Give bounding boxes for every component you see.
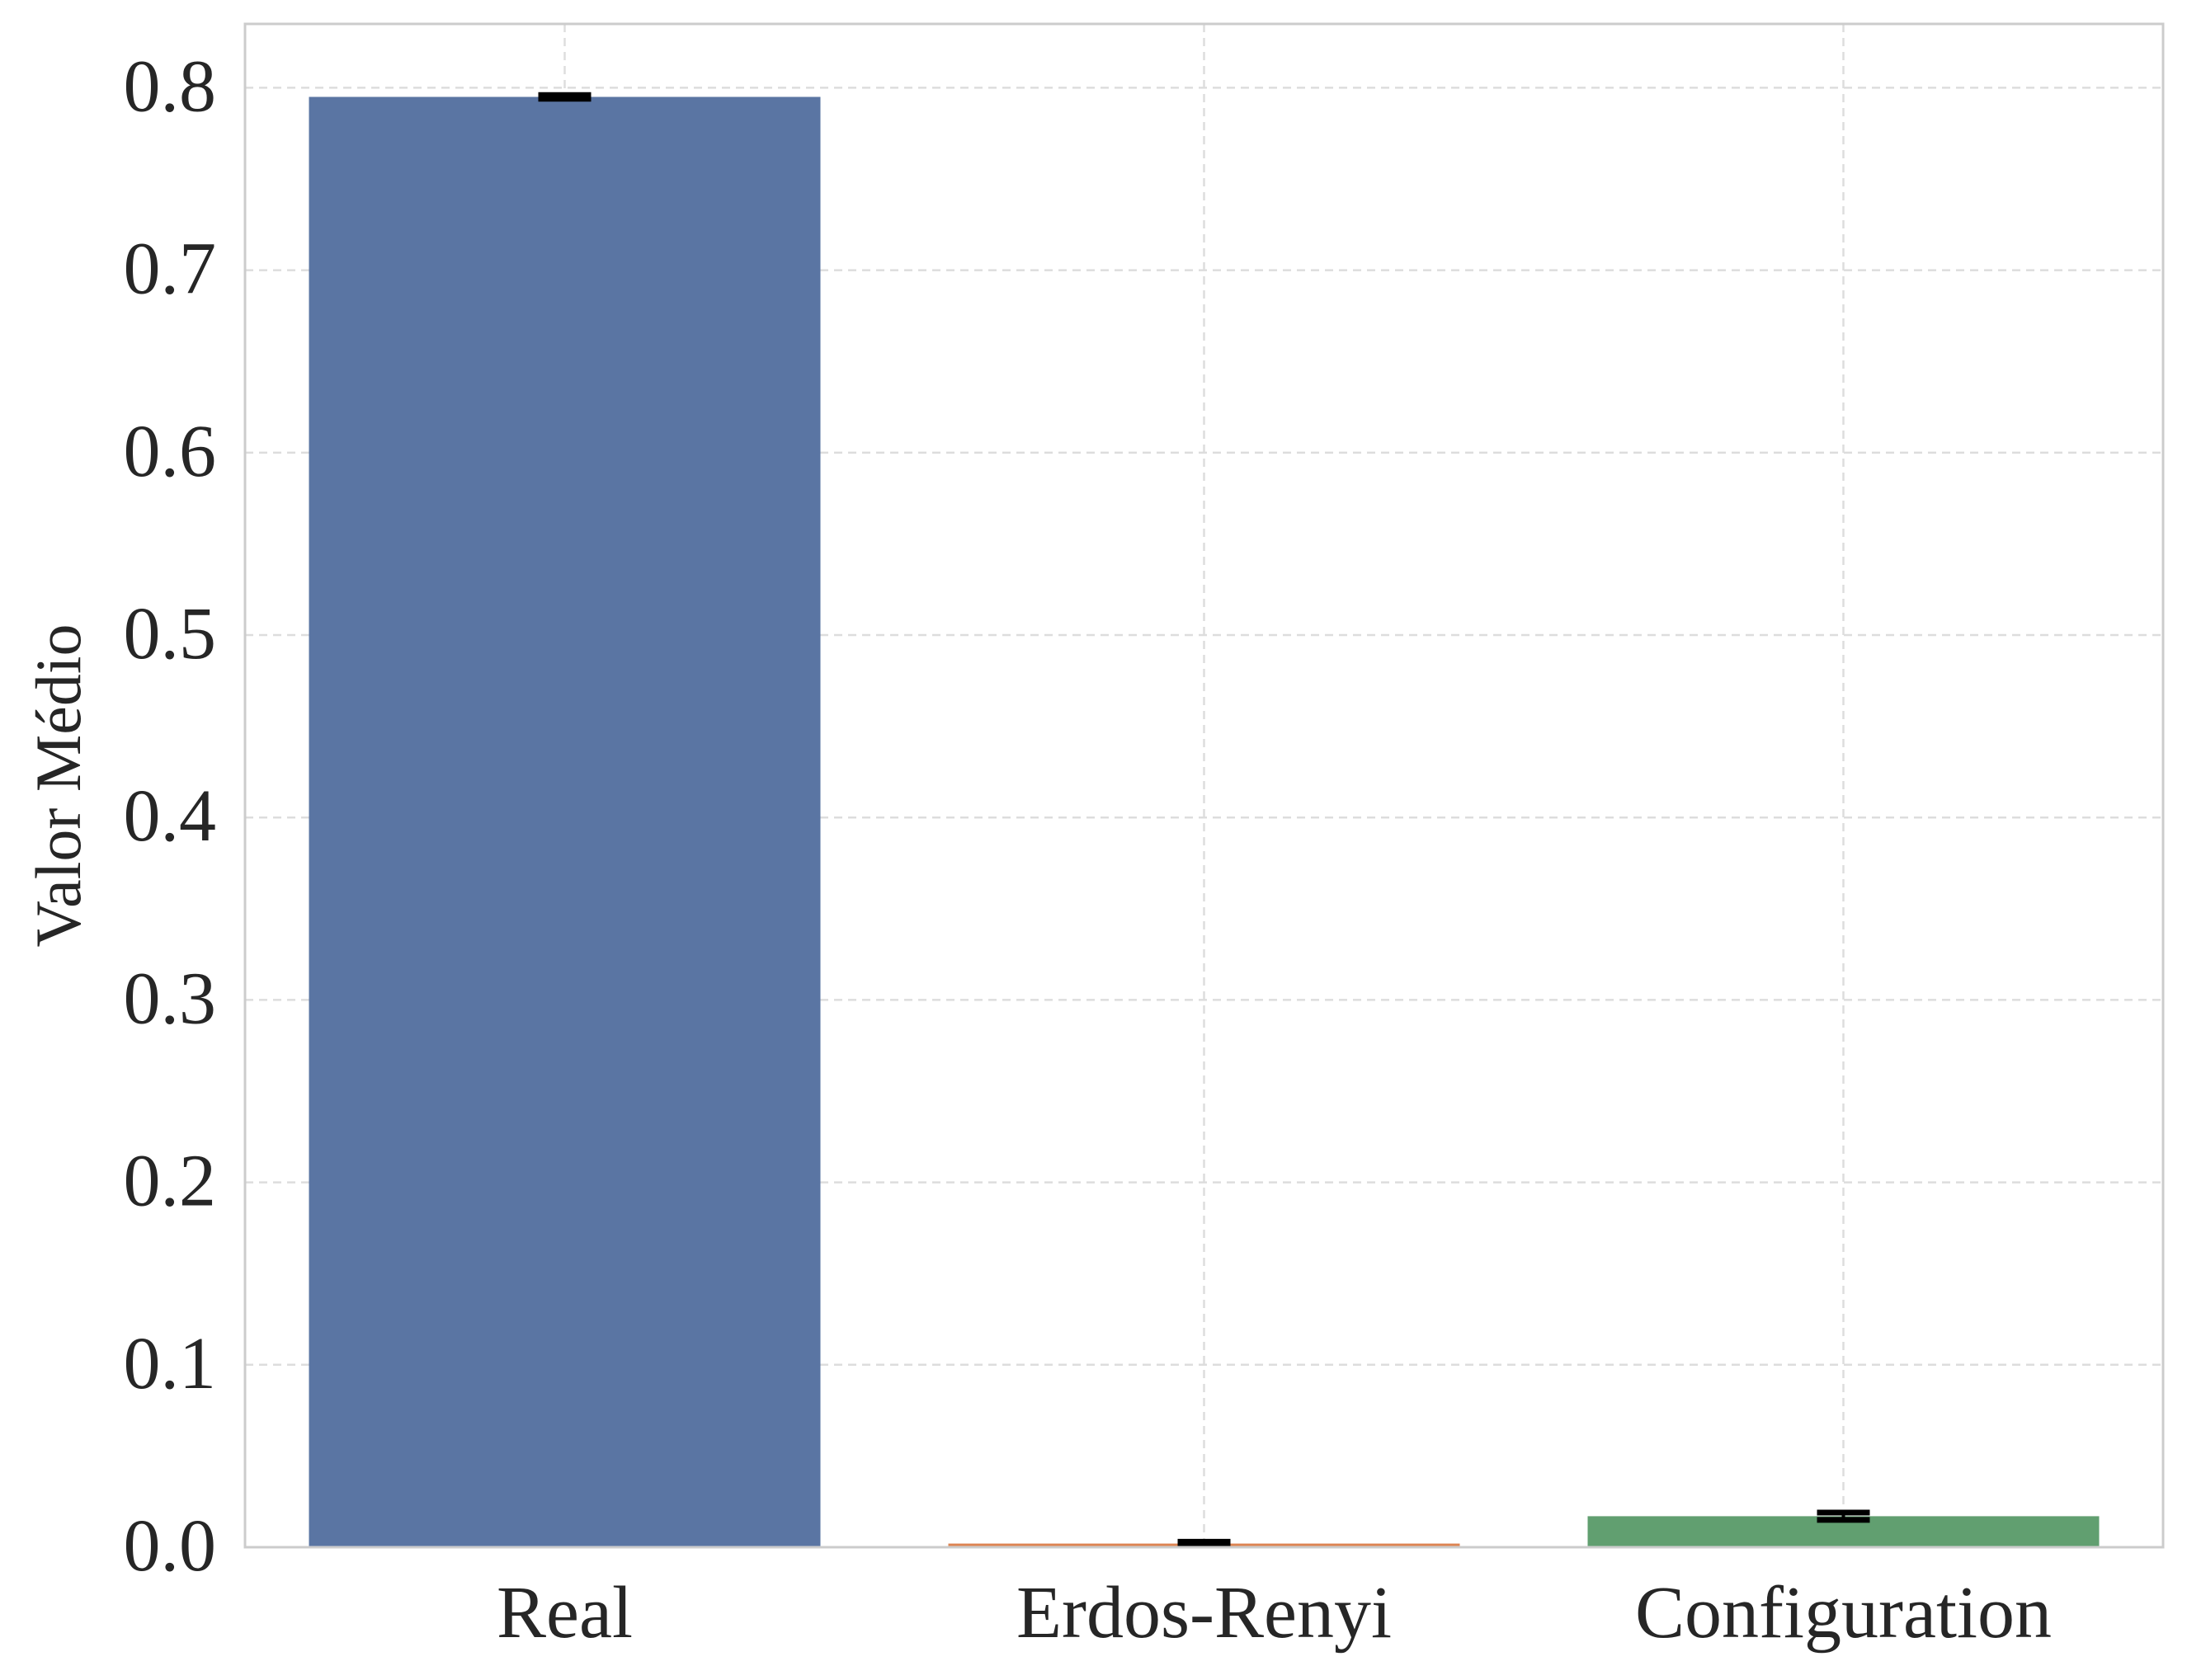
x-tick-labels: Real Erdos-Renyi Configuration	[497, 1572, 2052, 1654]
y-axis-label: Valor Médio	[22, 624, 94, 947]
y-tick-label: 0.8	[124, 45, 217, 127]
y-tick-label: 0.6	[124, 411, 217, 492]
y-tick-label: 0.3	[124, 958, 217, 1039]
y-tick-label: 0.5	[124, 593, 217, 675]
y-tick-label: 0.4	[124, 775, 217, 857]
y-tick-labels: 0.0 0.1 0.2 0.3 0.4 0.5 0.6 0.7 0.8	[124, 45, 217, 1587]
x-tick-label: Real	[497, 1572, 633, 1654]
x-tick-label: Erdos-Renyi	[1016, 1572, 1392, 1654]
bars	[309, 96, 2100, 1548]
grid-lines	[245, 24, 2163, 1547]
y-tick-label: 0.0	[124, 1505, 217, 1587]
y-tick-label: 0.1	[124, 1323, 217, 1405]
y-tick-label: 0.7	[124, 228, 217, 310]
plot-frame	[243, 22, 2165, 1549]
bar-real	[309, 96, 821, 1548]
error-bars	[538, 92, 1870, 1549]
x-tick-label: Configuration	[1635, 1572, 2052, 1654]
y-tick-label: 0.2	[124, 1141, 217, 1222]
